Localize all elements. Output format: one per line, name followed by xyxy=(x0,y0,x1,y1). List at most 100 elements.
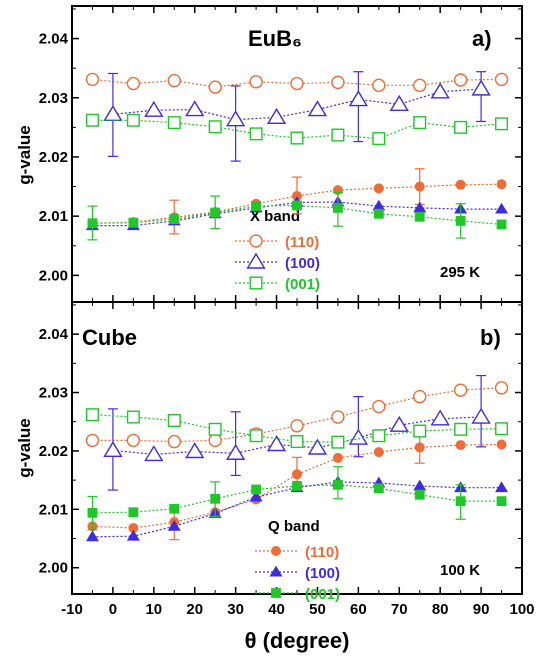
data-point-a xyxy=(126,76,141,91)
data-point-a xyxy=(430,82,450,99)
data-point-b xyxy=(292,469,303,480)
data-point-a xyxy=(414,211,425,222)
data-point-b xyxy=(332,452,343,463)
legend-marker-b xyxy=(271,588,281,598)
series-line-a-4 xyxy=(92,201,502,227)
data-point-a xyxy=(389,94,409,111)
series-line-a-3 xyxy=(92,183,502,224)
data-point-b xyxy=(87,507,98,518)
legend-marker-b xyxy=(271,546,282,557)
data-point-a xyxy=(128,217,139,228)
data-point-a xyxy=(292,200,302,211)
data-point-b xyxy=(226,443,246,460)
data-point-a xyxy=(413,201,427,213)
data-point-a xyxy=(494,72,509,87)
data-point-b xyxy=(496,496,507,507)
data-point-a xyxy=(290,76,304,91)
x-tick-label: 80 xyxy=(432,601,449,618)
y-tick-label-a: 2.03 xyxy=(39,90,68,107)
legend-marker-a xyxy=(249,276,263,290)
series-line-b-1 xyxy=(92,481,502,538)
data-point-b xyxy=(413,389,427,404)
data-point-b xyxy=(495,481,509,493)
data-point-b xyxy=(290,435,304,449)
data-point-a xyxy=(413,116,427,130)
data-point-a xyxy=(185,100,205,117)
data-point-b xyxy=(85,408,99,422)
legend-label-a: (100) xyxy=(285,255,320,272)
x-tick-label: 0 xyxy=(109,601,117,618)
series-line-b-0 xyxy=(92,443,502,529)
data-point-a xyxy=(373,183,384,194)
data-point-a xyxy=(208,120,222,134)
data-point-b xyxy=(249,429,263,443)
data-point-b xyxy=(126,529,140,541)
data-point-b xyxy=(495,422,509,436)
data-point-b xyxy=(85,433,100,448)
x-tick-label: 100 xyxy=(509,601,534,618)
data-point-b xyxy=(453,383,468,397)
data-point-a xyxy=(210,207,221,218)
data-point-b xyxy=(494,381,509,395)
data-point-a xyxy=(413,78,427,93)
y-tick-label-b: 2.04 xyxy=(39,326,69,343)
data-point-a xyxy=(167,116,181,130)
x-tick-label: 10 xyxy=(145,601,162,618)
data-point-a xyxy=(208,80,222,94)
legend-label-b: (001) xyxy=(305,586,340,603)
data-point-a xyxy=(496,179,507,190)
data-point-b xyxy=(251,484,261,495)
y-axis-label-b: g-value xyxy=(15,418,34,478)
x-tick-label: 90 xyxy=(473,601,490,618)
data-point-a xyxy=(373,208,384,219)
data-point-b xyxy=(331,410,345,424)
x-tick-label: 40 xyxy=(268,601,285,618)
data-point-a xyxy=(414,181,425,192)
data-point-b xyxy=(167,434,181,449)
data-point-b xyxy=(249,490,263,502)
legend-label-b: (110) xyxy=(305,544,339,561)
data-point-b xyxy=(414,489,425,500)
data-point-a xyxy=(87,218,98,229)
x-tick-label: 60 xyxy=(350,601,367,618)
data-point-a xyxy=(495,202,509,214)
legend-marker-a xyxy=(249,234,263,248)
legend-marker-a xyxy=(246,252,266,269)
data-point-b xyxy=(144,445,164,462)
data-point-a xyxy=(85,72,100,87)
panel-b-letter: b) xyxy=(480,325,501,350)
y-tick-label-b: 2.03 xyxy=(39,385,68,402)
y-tick-label-a: 2.04 xyxy=(39,31,69,48)
data-point-b xyxy=(333,479,343,490)
data-point-a xyxy=(167,73,181,88)
y-tick-label-a: 2.02 xyxy=(39,149,68,166)
data-point-a xyxy=(348,90,368,107)
data-point-a xyxy=(251,201,261,211)
data-point-b xyxy=(471,407,491,424)
legend-label-a: (001) xyxy=(285,276,320,293)
panel-a-temperature: 295 K xyxy=(440,264,480,281)
x-tick-label: 30 xyxy=(227,601,244,618)
data-point-a xyxy=(249,127,263,141)
data-point-b xyxy=(185,442,205,459)
data-point-b xyxy=(208,422,222,436)
data-point-b xyxy=(266,435,287,452)
y-tick-label-b: 2.00 xyxy=(39,560,68,577)
x-axis-label: θ (degree) xyxy=(245,628,350,653)
data-point-a xyxy=(331,128,345,142)
data-point-b xyxy=(307,438,328,455)
legend-label-a: (110) xyxy=(285,234,319,251)
data-point-b xyxy=(372,429,386,443)
data-point-a xyxy=(266,107,287,124)
panel-b-temperature: 100 K xyxy=(440,562,480,579)
data-point-a xyxy=(226,110,246,127)
panel-b-legend-title: Q band xyxy=(268,518,320,535)
data-point-a xyxy=(372,78,386,93)
y-axis-label-a: g-value xyxy=(15,125,34,185)
series-line-b-5 xyxy=(92,414,502,443)
data-point-b xyxy=(126,410,140,424)
data-point-b xyxy=(290,419,304,433)
x-tick-label: 20 xyxy=(186,601,203,618)
data-point-a xyxy=(333,202,343,213)
